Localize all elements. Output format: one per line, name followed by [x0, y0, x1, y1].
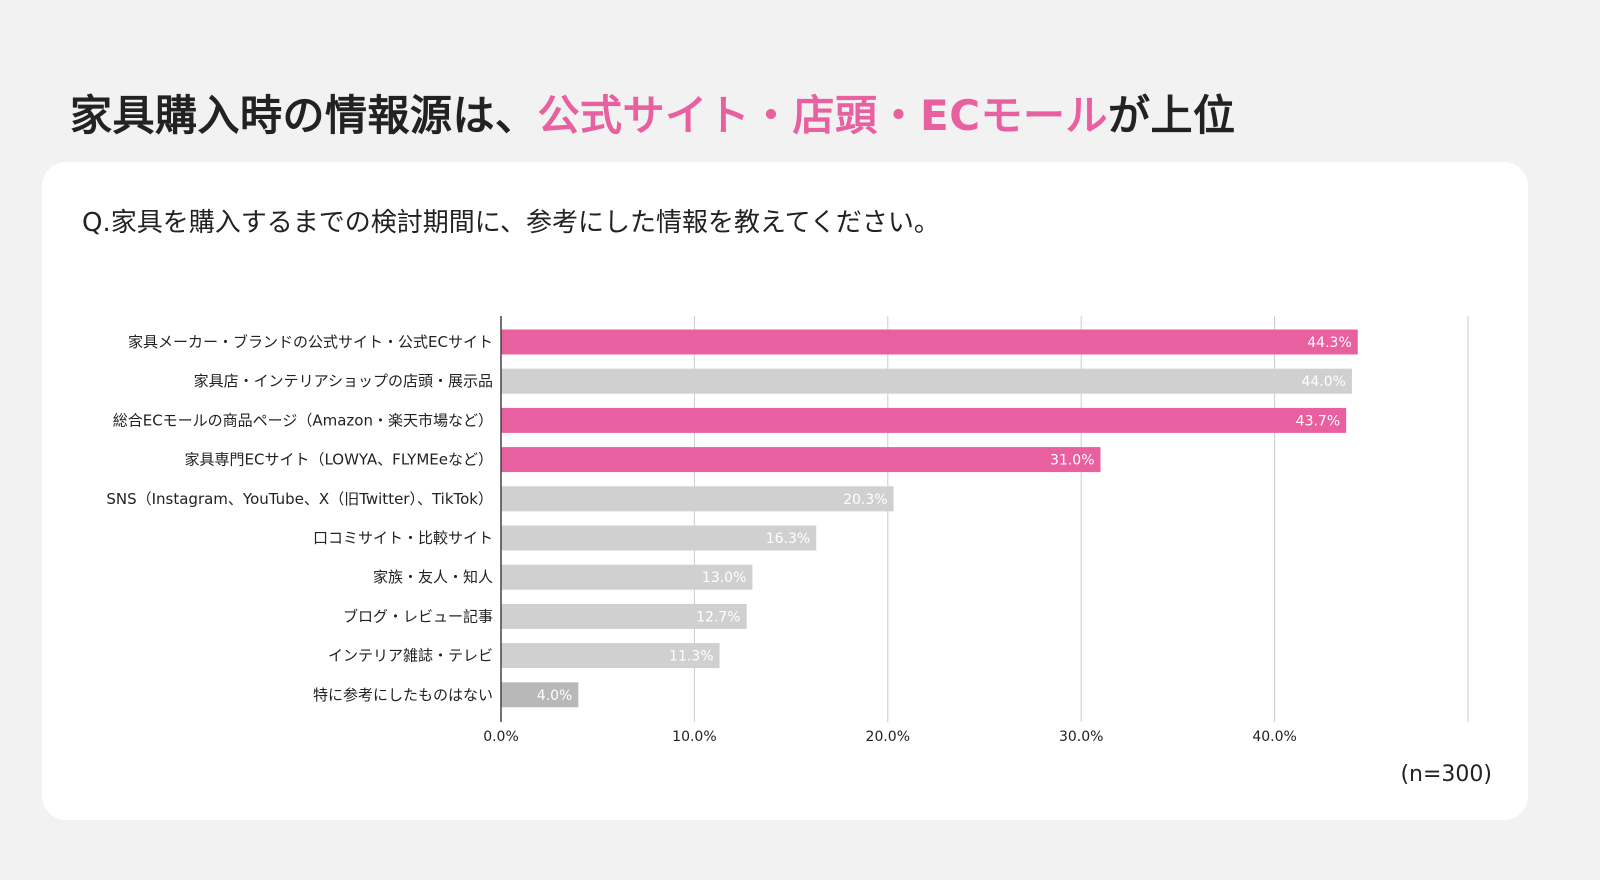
category-label: 家具店・インテリアショップの店頭・展示品	[194, 372, 493, 390]
bar-value-label: 13.0%	[702, 570, 746, 586]
bar-value-label: 31.0%	[1050, 453, 1094, 469]
bar	[501, 486, 894, 512]
bar-value-label: 20.3%	[843, 492, 887, 508]
category-label: 家具メーカー・ブランドの公式サイト・公式ECサイト	[128, 333, 493, 351]
page-title: 家具購入時の情報源は、公式サイト・店頭・ECモールが上位	[70, 88, 1236, 144]
bar	[501, 368, 1352, 394]
x-tick-label: 40.0%	[1252, 729, 1296, 745]
x-tick-label: 30.0%	[1059, 729, 1103, 745]
category-label: インテリア雑誌・テレビ	[328, 647, 493, 665]
sample-size-note: (n=300)	[1400, 762, 1492, 787]
bar	[501, 447, 1101, 473]
bar	[501, 603, 747, 629]
category-label: SNS（Instagram、YouTube、X（旧Twitter）、TikTok…	[106, 490, 493, 508]
chart-card: Q.家具を購入するまでの検討期間に、参考にした情報を教えてください。 44.3%…	[42, 162, 1528, 820]
bar-value-label: 16.3%	[766, 531, 810, 547]
category-label: 特に参考にしたものはない	[313, 686, 493, 704]
bar	[501, 329, 1358, 355]
category-label: 口コミサイト・比較サイト	[313, 529, 493, 547]
category-label: 家族・友人・知人	[373, 568, 493, 586]
category-label: ブログ・レビュー記事	[343, 607, 493, 625]
bar	[501, 643, 720, 669]
bar	[501, 682, 579, 708]
page-title-prefix: 家具購入時の情報源は、	[70, 91, 538, 140]
bar-value-label: 12.7%	[696, 609, 740, 625]
bar-chart: 44.3% 家具メーカー・ブランドの公式サイト・公式ECサイト 44.0% 家具店・イ…	[106, 316, 1469, 745]
category-label: 総合ECモールの商品ページ（Amazon・楽天市場など）	[113, 411, 493, 429]
bar	[501, 564, 753, 590]
x-tick-label: 0.0%	[483, 729, 519, 745]
page-title-highlight: 公式サイト・店頭・ECモール	[537, 91, 1109, 140]
category-label: 家具専門ECサイト（LOWYA、FLYMEeなど）	[185, 451, 493, 469]
bar-value-label: 44.0%	[1301, 374, 1345, 390]
page-title-suffix: が上位	[1108, 91, 1236, 140]
bar-value-label: 44.3%	[1307, 335, 1351, 351]
bar-value-label: 11.3%	[669, 649, 713, 665]
bar-value-label: 43.7%	[1296, 413, 1340, 429]
bar-value-label: 4.0%	[537, 688, 573, 704]
survey-question: Q.家具を購入するまでの検討期間に、参考にした情報を教えてください。	[82, 208, 940, 238]
x-tick-label: 10.0%	[672, 729, 716, 745]
x-tick-label: 20.0%	[866, 729, 910, 745]
bar	[501, 407, 1347, 433]
bar	[501, 525, 817, 551]
